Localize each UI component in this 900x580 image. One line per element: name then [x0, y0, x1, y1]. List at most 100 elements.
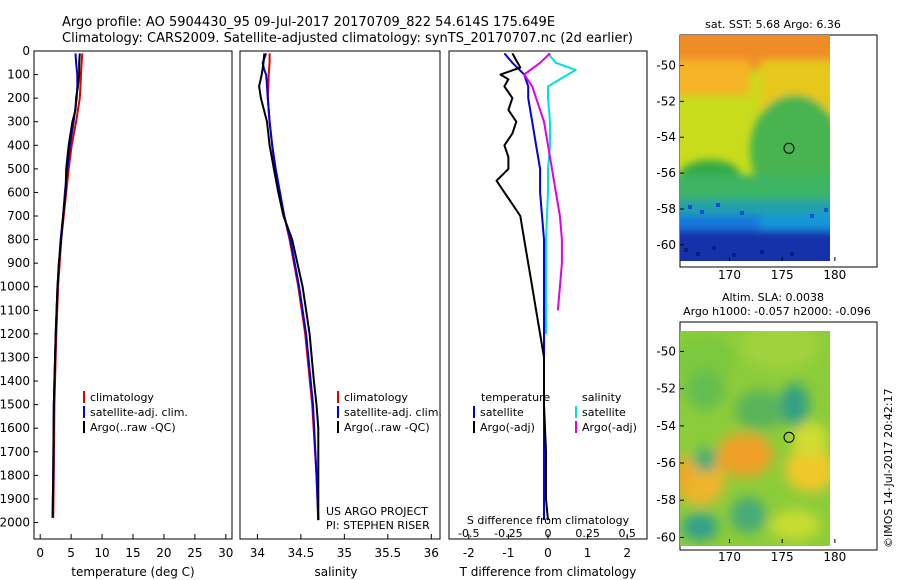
s-difference-axis-ticks: -0.5 -0.25 0 0.25 0.5: [458, 527, 636, 540]
lat-tick-label: -54: [656, 130, 676, 144]
x-tick-label: 35.5: [374, 546, 401, 560]
depth-tick-label: 500: [7, 162, 30, 176]
legend-label-climatology: climatology: [90, 391, 154, 404]
salinity-panel: 34 34.5 35 35.5 36 climatology satellite-adj…: [239, 50, 442, 579]
salinity-plot-frame: [239, 50, 441, 540]
lat-tick-label: -52: [656, 382, 676, 396]
x-tick-label: 25: [187, 546, 202, 560]
imos-credit: ©IMOS 14-Jul-2017 20:42:17: [882, 388, 895, 548]
figure-title-line1: Argo profile: AO 5904430_95 09-Jul-2017 …: [62, 15, 555, 30]
series-line-salinity-argo-adj-: [523, 52, 563, 311]
s-tick-label: -0.5: [458, 527, 479, 540]
difference-legend: temperature salinity satellite Argo(-adj…: [473, 391, 637, 434]
depth-tick-label: 900: [7, 256, 30, 270]
series-line-satellite-adj-clim-: [261, 53, 320, 521]
x-tick-label: -2: [463, 546, 475, 560]
x-tick-label: -1: [502, 546, 514, 560]
project-annotation: US ARGO PROJECT: [326, 505, 428, 518]
salinity-series: [258, 53, 320, 521]
s-tick-label: 0: [545, 527, 552, 540]
lon-tick-label: 180: [823, 268, 846, 282]
sst-map-title: sat. SST: 5.68 Argo: 6.36: [705, 18, 841, 31]
temperature-axis-label: temperature (deg C): [71, 565, 194, 579]
sst-map-panel: sat. SST: 5.68 Argo: 6.36: [656, 18, 878, 282]
lat-tick-label: -58: [656, 202, 676, 216]
x-tick-label: 5: [67, 546, 75, 560]
series-line-argo-raw-qc-: [51, 53, 81, 518]
legend-label-argo: Argo(..raw -QC): [344, 421, 430, 434]
pi-annotation: PI: STEPHEN RISER: [326, 519, 430, 532]
legend-label-t-argo: Argo(-adj): [480, 421, 535, 434]
depth-tick-label: 700: [7, 209, 30, 223]
legend-label-argo: Argo(..raw -QC): [90, 421, 176, 434]
lat-tick-label: -58: [656, 493, 676, 507]
depth-tick-label: 1300: [0, 350, 30, 364]
depth-tick-label: 300: [7, 115, 30, 129]
temperature-panel: 0100200300400500600700800900100011001200…: [0, 44, 233, 579]
difference-panel: -2 -1 0 1 2 -0.5 -0.25 0 0.25 0.5 temperature sa…: [448, 50, 648, 579]
x-tick-label: 30: [218, 546, 233, 560]
depth-tick-label: 1400: [0, 374, 30, 388]
depth-tick-label: 1000: [0, 280, 30, 294]
x-tick-label: 36: [424, 546, 439, 560]
depth-tick-label: 1500: [0, 398, 30, 412]
lat-tick-label: -50: [656, 344, 676, 358]
depth-tick-label: 200: [7, 91, 30, 105]
x-tick-label: 15: [125, 546, 140, 560]
sst-lat-ticks: -50 -52 -54 -56 -58 -60: [656, 58, 684, 252]
legend-label-climatology: climatology: [344, 391, 408, 404]
series-line-temperature-argo-adj-: [495, 52, 549, 521]
sla-lat-ticks: -50 -52 -54 -56 -58 -60: [656, 344, 684, 544]
legend-label-t-satellite: satellite: [480, 406, 524, 419]
lat-tick-label: -50: [656, 58, 676, 72]
depth-axis-ticks: 0 100 200 300 400 500 600 700 800 900 1000 1100 1200…: [0, 44, 38, 529]
s-tick-label: -0.25: [494, 527, 522, 540]
lon-tick-label: 170: [718, 268, 741, 282]
s-tick-label: 0.5: [618, 527, 636, 540]
t-difference-axis-ticks: -2 -1 0 1 2: [463, 534, 631, 560]
depth-tick-label: 1700: [0, 445, 30, 459]
legend-header-salinity: salinity: [582, 391, 622, 404]
depth-tick-label: 800: [7, 233, 30, 247]
series-line-salinity-satellite: [545, 52, 577, 334]
argo-location-marker: [783, 431, 795, 443]
salinity-axis-ticks: 34 34.5 35 35.5 36: [250, 534, 439, 560]
lat-tick-label: -52: [656, 94, 676, 108]
temperature-axis-ticks: 0 5 10 15 20 25 30: [36, 534, 233, 560]
lat-tick-label: -56: [656, 166, 676, 180]
salinity-axis-label: salinity: [314, 565, 357, 579]
figure-title-line2: Climatology: CARS2009. Satellite-adjuste…: [62, 31, 633, 46]
lat-tick-label: -60: [656, 238, 676, 252]
sla-lon-ticks: 170 175 180: [718, 539, 846, 564]
sst-lon-ticks: 170 175 180: [718, 257, 846, 282]
depth-tick-label: 1800: [0, 468, 30, 482]
x-tick-label: 0: [544, 546, 552, 560]
depth-tick-label: 1600: [0, 421, 30, 435]
salinity-legend: climatology satellite-adj. clim. Argo(..…: [337, 391, 442, 434]
s-tick-label: 0.25: [575, 527, 600, 540]
series-line-argo-raw-qc-: [258, 53, 320, 521]
s-difference-axis-label: S difference from climatology: [467, 514, 630, 527]
depth-tick-label: 600: [7, 185, 30, 199]
lat-tick-label: -60: [656, 530, 676, 544]
sla-map-subtitle: Argo h1000: -0.057 h2000: -0.096: [683, 305, 871, 318]
legend-label-satellite-adj: satellite-adj. clim.: [90, 406, 188, 419]
difference-plot-frame: [448, 50, 648, 540]
x-tick-label: 34: [250, 546, 265, 560]
sla-map-title: Altim. SLA: 0.0038: [722, 291, 824, 304]
lon-tick-label: 175: [771, 268, 794, 282]
legend-label-satellite-adj: satellite-adj. clim.: [344, 406, 442, 419]
lon-tick-label: 180: [823, 550, 846, 564]
x-tick-label: 0: [36, 546, 44, 560]
argo-location-marker: [783, 142, 795, 154]
temperature-series: [51, 53, 84, 518]
depth-tick-label: 0: [22, 44, 30, 58]
lat-tick-label: -54: [656, 419, 676, 433]
x-tick-label: 20: [156, 546, 171, 560]
lat-tick-label: -56: [656, 456, 676, 470]
depth-tick-label: 1200: [0, 327, 30, 341]
x-tick-label: 35: [337, 546, 352, 560]
legend-label-s-argo: Argo(-adj): [582, 421, 637, 434]
depth-tick-label: 1900: [0, 492, 30, 506]
